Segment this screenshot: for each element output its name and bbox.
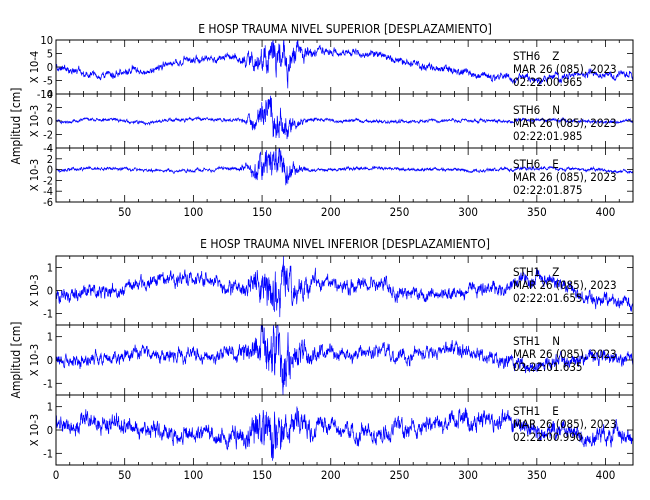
chart0-panel1-time-label: 02:22:01.985 — [513, 129, 583, 143]
chart1-xtick-label: 0 — [53, 468, 60, 482]
station-component: E — [552, 157, 559, 171]
chart1-xtick-label: 150 — [252, 468, 272, 482]
chart0-panel1-date-label: MAR 26 (085), 2023 — [513, 116, 617, 130]
chart0-xtick-label: 350 — [527, 205, 547, 219]
station-code: STH1 — [513, 404, 540, 418]
lower-chart-title: E HOSP TRAUMA NIVEL INFERIOR [DESPLAZAMI… — [200, 237, 490, 251]
chart0-panel0-date-label: MAR 26 (085), 2023 — [513, 62, 617, 76]
chart1-panel2-waveform — [55, 406, 634, 461]
station-code: STH6 — [513, 49, 540, 63]
chart1-panel0-scale-label: X 10-3 — [28, 274, 41, 306]
chart0-panel2-ytick-label: -2 — [43, 174, 53, 187]
chart0-panel2-ytick-label: -4 — [43, 185, 53, 198]
station-component: Z — [552, 265, 559, 279]
chart0-panel1-ytick-label: -4 — [43, 142, 53, 155]
chart1-panel0-ytick-label: -1 — [43, 308, 53, 321]
chart1-xtick-label: 350 — [527, 468, 547, 482]
chart1-xtick-label: 400 — [596, 468, 616, 482]
station-component: N — [552, 334, 560, 348]
chart0-panel2-scale-label: X 10-3 — [28, 159, 41, 191]
chart1-panel2-ytick-label: 1 — [47, 401, 53, 414]
chart1-xtick-label: 100 — [184, 468, 204, 482]
station-component: N — [552, 103, 560, 117]
chart0-panel2-ytick-label: -6 — [43, 196, 53, 209]
chart1-xtick-label: 50 — [118, 468, 131, 482]
chart1-panel2-ytick-label: -1 — [43, 447, 53, 460]
chart1-panel0-station-label: STH1 Z — [513, 265, 559, 279]
station-component: Z — [552, 49, 559, 63]
station-code: STH6 — [513, 157, 540, 171]
chart0-xtick-label: 100 — [184, 205, 204, 219]
chart1-panel2-scale-label: X 10-3 — [28, 414, 41, 446]
upper-chart-ylabel: Amplitud [cm] — [9, 88, 23, 165]
chart0-panel0-ytick-label: 10 — [40, 34, 53, 47]
chart0-xtick-label: 400 — [596, 205, 616, 219]
chart1-xtick-label: 250 — [390, 468, 410, 482]
chart1-panel1-waveform — [55, 324, 634, 395]
chart1-panel0-ytick-label: 1 — [47, 262, 53, 275]
chart1-panel0-time-label: 02:22:01.655 — [513, 291, 583, 305]
chart0-panel0-ytick-label: 5 — [47, 48, 53, 61]
chart0-panel0-ytick-label: 0 — [47, 61, 53, 74]
chart0-xtick-label: 50 — [118, 205, 131, 219]
chart1-panel2-ytick-label: 0 — [47, 424, 53, 437]
chart0-panel1-ytick-label: 0 — [47, 115, 53, 128]
chart0-panel2-waveform — [55, 147, 634, 186]
chart1-panel0-date-label: MAR 26 (085), 2023 — [513, 278, 617, 292]
chart0-panel1-ytick-label: -2 — [43, 129, 53, 142]
chart0-panel2-date-label: MAR 26 (085), 2023 — [513, 170, 617, 184]
chart1-panel0-ytick-label: 0 — [47, 285, 53, 298]
chart1-panel1-date-label: MAR 26 (085), 2023 — [513, 347, 617, 361]
chart0-panel2-time-label: 02:22:01.875 — [513, 183, 583, 197]
chart0-panel2-ytick-label: 4 — [47, 142, 53, 155]
chart0-panel0-time-label: 02:22:00.965 — [513, 75, 583, 89]
chart1-panel1-scale-label: X 10-3 — [28, 344, 41, 376]
station-code: STH1 — [513, 334, 540, 348]
chart1-panel2-time-label: 02:22:00.990 — [513, 430, 583, 444]
chart0-panel2-ytick-label: 0 — [47, 164, 53, 177]
chart0-panel0-station-label: STH6 Z — [513, 49, 559, 63]
chart1-panel0-waveform — [55, 255, 634, 318]
chart1-panel2-station-label: STH1 E — [513, 404, 559, 418]
chart0-panel2-ytick-label: 2 — [47, 153, 53, 166]
chart0-panel0-scale-label: X 10-4 — [28, 51, 41, 83]
chart0-panel1-ytick-label: 4 — [47, 88, 53, 101]
lower-chart-ylabel: Amplitud [cm] — [9, 322, 23, 399]
chart0-panel1-scale-label: X 10-3 — [28, 105, 41, 137]
chart0-panel1-waveform — [55, 95, 634, 140]
station-component: E — [552, 404, 559, 418]
station-code: STH6 — [513, 103, 540, 117]
chart0-panel0-ytick-label: -5 — [43, 75, 53, 88]
chart0-xtick-label: 300 — [458, 205, 478, 219]
chart0-panel1-station-label: STH6 N — [513, 103, 560, 117]
chart0-panel1-ytick-label: 2 — [47, 102, 53, 115]
chart0-panel2-station-label: STH6 E — [513, 157, 559, 171]
chart1-xtick-label: 200 — [321, 468, 341, 482]
chart0-xtick-label: 250 — [390, 205, 410, 219]
chart0-xtick-label: 150 — [252, 205, 272, 219]
upper-chart-title: E HOSP TRAUMA NIVEL SUPERIOR [DESPLAZAMI… — [198, 22, 492, 36]
chart0-xtick-label: 200 — [321, 205, 341, 219]
chart1-panel1-ytick-label: -1 — [43, 377, 53, 390]
chart1-panel1-time-label: 02:22:01.635 — [513, 360, 583, 374]
station-code: STH1 — [513, 265, 540, 279]
chart1-panel1-ytick-label: 0 — [47, 354, 53, 367]
chart0-panel0-ytick-label: -10 — [37, 88, 53, 101]
chart1-panel1-station-label: STH1 N — [513, 334, 560, 348]
chart1-panel1-ytick-label: 1 — [47, 331, 53, 344]
chart1-xtick-label: 300 — [458, 468, 478, 482]
chart1-panel2-date-label: MAR 26 (085), 2023 — [513, 417, 617, 431]
chart0-panel0-waveform — [55, 39, 634, 89]
